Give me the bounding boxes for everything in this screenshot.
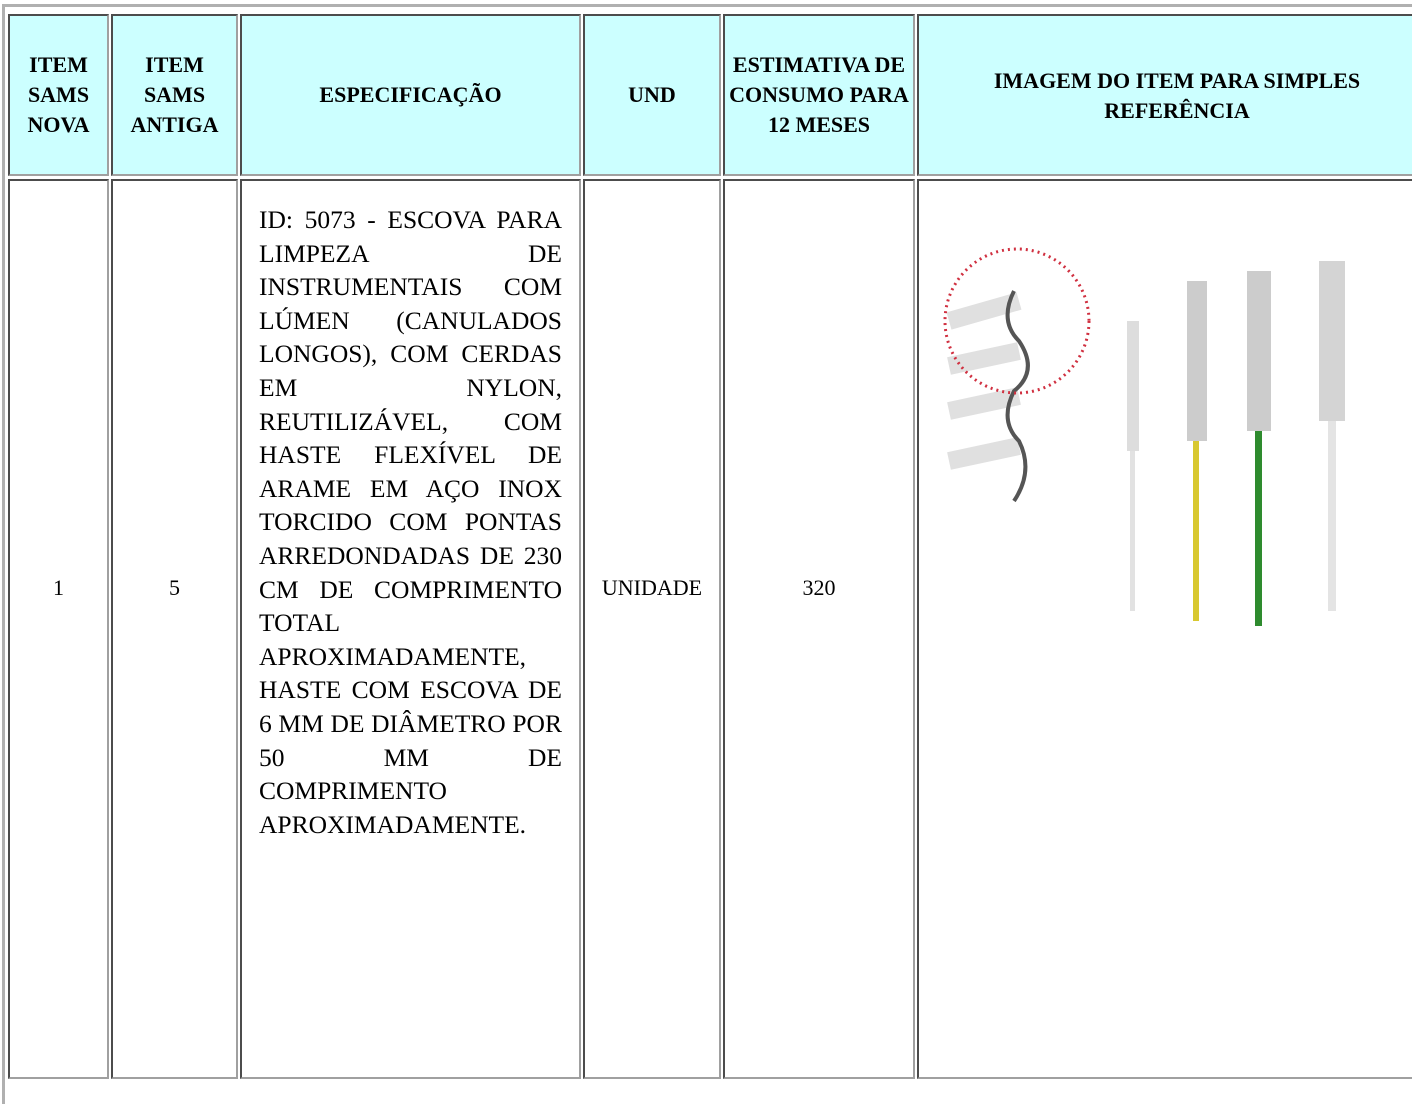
header-cell: UND <box>583 14 721 176</box>
cell: UNIDADE <box>583 179 721 1079</box>
header-cell: ITEM SAMS NOVA <box>8 14 109 176</box>
item-image <box>943 247 1345 626</box>
header-cell: IMAGEM DO ITEM PARA SIMPLES REFERÊNCIA <box>917 14 1412 176</box>
header-text: IMAGEM DO ITEM PARA SIMPLES REFERÊNCIA <box>993 68 1361 123</box>
image-cell <box>917 179 1412 1079</box>
header-cell: ITEM SAMS ANTIGA <box>111 14 238 176</box>
brushes <box>1127 261 1345 626</box>
cell: 320 <box>723 179 915 1079</box>
brush-detail <box>943 247 1091 503</box>
cell: 1 <box>8 179 109 1079</box>
table-frame <box>2 4 1412 1104</box>
header-cell: ESTIMATIVA DE CONSUMO PARA 12 MESES <box>723 14 915 176</box>
cell: ID: 5073 - ESCOVA PARA LIMPEZA DE INSTRU… <box>240 179 581 1079</box>
page: ITEM SAMS NOVA ITEM SAMS ANTIGA ESPECIFI… <box>2 4 1412 1104</box>
header-cell: ESPECIFICAÇÃO <box>240 14 581 176</box>
cell: 5 <box>111 179 238 1079</box>
specification-text: ID: 5073 - ESCOVA PARA LIMPEZA DE INSTRU… <box>259 205 562 839</box>
